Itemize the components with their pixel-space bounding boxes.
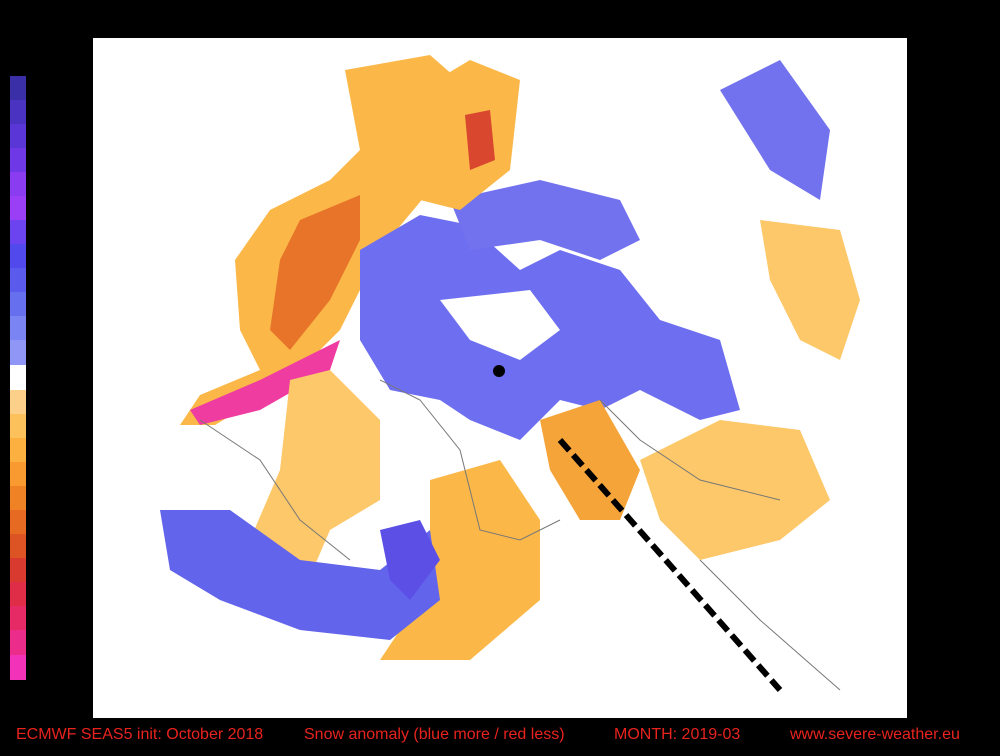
colorbar-step — [10, 414, 26, 438]
anomaly-less — [540, 400, 640, 520]
colorbar-step — [10, 124, 26, 148]
website-label: www.severe-weather.eu — [789, 726, 960, 743]
footer: ECMWF SEAS5 init: October 2018 Snow anom… — [16, 726, 960, 743]
colorbar-step — [10, 462, 26, 486]
colorbar-step — [10, 534, 26, 558]
colorbar-step — [10, 340, 26, 365]
coastline — [199, 379, 841, 691]
north-pole-marker — [493, 365, 505, 377]
description-label: Snow anomaly (blue more / red less) — [304, 726, 565, 743]
colorbar-step — [10, 196, 26, 220]
anomaly-more — [380, 520, 440, 600]
colorbar-step — [10, 268, 26, 292]
colorbar-step — [10, 76, 26, 100]
anomaly-less — [760, 220, 860, 360]
anomaly-less — [190, 340, 340, 425]
colorbar-step — [10, 486, 26, 510]
colorbar-step — [10, 655, 26, 680]
colorbar-step — [10, 510, 26, 534]
init-label: ECMWF SEAS5 init: October 2018 — [16, 726, 263, 743]
colorbar-step — [10, 148, 26, 172]
colorbar-step — [10, 292, 26, 316]
colorbar-step — [10, 390, 26, 414]
colorbar-step — [10, 630, 26, 655]
anomaly-more — [450, 180, 640, 260]
colorbar-step — [10, 606, 26, 630]
colorbar-step — [10, 365, 26, 390]
anomaly-less — [250, 370, 380, 600]
colorbar-step — [10, 100, 26, 124]
anomaly-less — [640, 420, 830, 560]
month-label: MONTH: 2019-03 — [614, 726, 740, 743]
colorbar-step — [10, 582, 26, 606]
anomaly-less — [270, 195, 360, 350]
no-anomaly — [440, 290, 560, 360]
anomaly-more — [160, 510, 440, 640]
colorbar — [10, 76, 26, 680]
artifact-line — [557, 438, 783, 692]
anomaly-less — [465, 110, 495, 170]
snow-anomaly-field — [160, 45, 860, 692]
anomaly-more — [720, 60, 830, 200]
colorbar-step — [10, 220, 26, 244]
colorbar-step — [10, 172, 26, 196]
colorbar-step — [10, 438, 26, 462]
colorbar-step — [10, 558, 26, 582]
colorbar-step — [10, 244, 26, 268]
colorbar-step — [10, 316, 26, 340]
